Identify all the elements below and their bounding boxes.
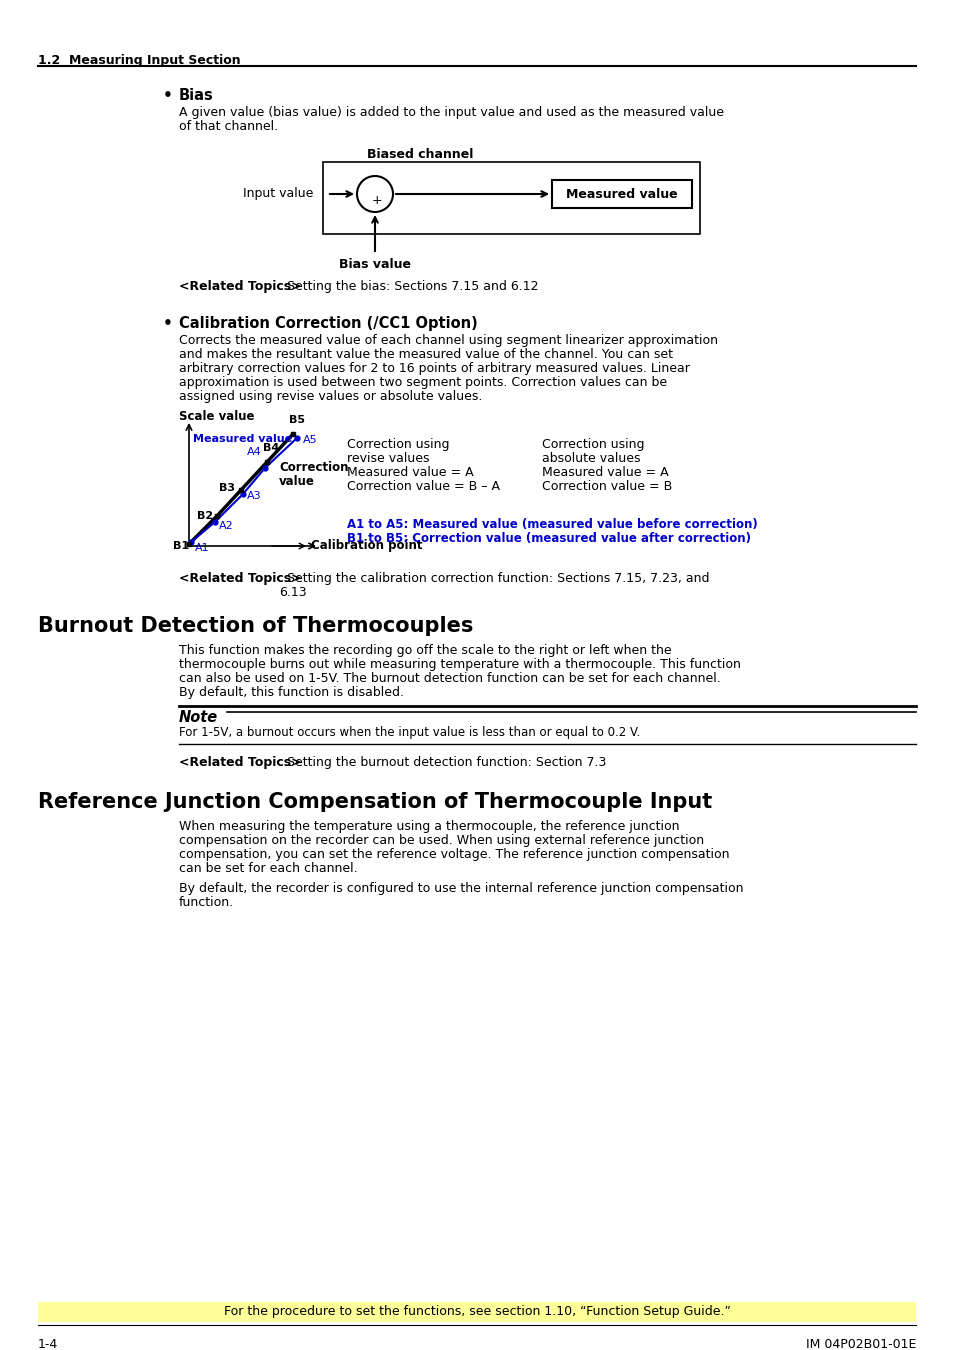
Text: can be set for each channel.: can be set for each channel. [179,863,357,875]
Text: 1-4: 1-4 [38,1338,58,1350]
Text: compensation on the recorder can be used. When using external reference junction: compensation on the recorder can be used… [179,834,703,846]
Text: value: value [278,475,314,487]
Text: For 1-5V, a burnout occurs when the input value is less than or equal to 0.2 V.: For 1-5V, a burnout occurs when the inpu… [179,726,639,738]
Text: Measured value = A: Measured value = A [347,466,473,479]
Bar [323,162,700,234]
Text: Measured value: Measured value [193,433,292,444]
Text: Correction using: Correction using [347,437,449,451]
Text: Correction value = B: Correction value = B [541,481,672,493]
Text: By default, this function is disabled.: By default, this function is disabled. [179,686,403,699]
Text: A given value (bias value) is added to the input value and used as the measured : A given value (bias value) is added to t… [179,107,723,119]
Text: Corrects the measured value of each channel using segment linearizer approximati: Corrects the measured value of each chan… [179,333,718,347]
Text: compensation, you can set the reference voltage. The reference junction compensa: compensation, you can set the reference … [179,848,729,861]
Text: arbitrary correction values for 2 to 16 points of arbitrary measured values. Lin: arbitrary correction values for 2 to 16 … [179,362,689,375]
Text: and makes the resultant value the measured value of the channel. You can set: and makes the resultant value the measur… [179,348,672,360]
Text: 1.2  Measuring Input Section: 1.2 Measuring Input Section [38,54,240,68]
Text: Setting the bias: Sections 7.15 and 6.12: Setting the bias: Sections 7.15 and 6.12 [278,279,537,293]
Text: can also be used on 1-5V. The burnout detection function can be set for each cha: can also be used on 1-5V. The burnout de… [179,672,720,684]
Text: approximation is used between two segment points. Correction values can be: approximation is used between two segmen… [179,377,666,389]
Text: A4: A4 [247,447,261,458]
Text: Input value: Input value [242,188,313,201]
Bar [552,180,691,208]
Text: Setting the burnout detection function: Section 7.3: Setting the burnout detection function: … [278,756,606,770]
Text: A2: A2 [219,521,233,531]
Bar [38,1301,915,1322]
Text: Correction using: Correction using [541,437,644,451]
Text: Scale value: Scale value [179,410,254,423]
Text: +: + [372,193,382,207]
Text: •: • [163,316,172,331]
Text: This function makes the recording go off the scale to the right or left when the: This function makes the recording go off… [179,644,671,657]
Text: IM 04P02B01-01E: IM 04P02B01-01E [804,1338,915,1350]
Text: Biased channel: Biased channel [366,148,473,161]
Text: Measured value: Measured value [565,188,677,201]
Text: By default, the recorder is configured to use the internal reference junction co: By default, the recorder is configured t… [179,882,742,895]
Text: A3: A3 [247,491,261,501]
Text: Bias: Bias [179,88,213,103]
Text: A1 to A5: Measured value (measured value before correction): A1 to A5: Measured value (measured value… [347,518,757,531]
Text: A1: A1 [194,543,210,554]
Text: Setting the calibration correction function: Sections 7.15, 7.23, and: Setting the calibration correction funct… [278,572,709,585]
Text: Calibration point: Calibration point [311,540,422,552]
Text: Calibration Correction (/CC1 Option): Calibration Correction (/CC1 Option) [179,316,477,331]
Text: Correction: Correction [278,460,348,474]
Text: 6.13: 6.13 [278,586,306,599]
Text: thermocouple burns out while measuring temperature with a thermocouple. This fun: thermocouple burns out while measuring t… [179,657,740,671]
Text: assigned using revise values or absolute values.: assigned using revise values or absolute… [179,390,482,404]
Text: <Related Topics>: <Related Topics> [179,279,301,293]
Text: Note: Note [179,710,218,725]
Text: B2: B2 [196,512,213,521]
Text: Burnout Detection of Thermocouples: Burnout Detection of Thermocouples [38,616,473,636]
Text: B4: B4 [263,443,279,454]
Text: For the procedure to set the functions, see section 1.10, “Function Setup Guide.: For the procedure to set the functions, … [223,1305,730,1319]
Text: absolute values: absolute values [541,452,639,464]
Text: B1: B1 [172,541,189,551]
Text: function.: function. [179,896,233,909]
Text: <Related Topics>: <Related Topics> [179,572,301,585]
Text: Reference Junction Compensation of Thermocouple Input: Reference Junction Compensation of Therm… [38,792,712,811]
Text: A5: A5 [303,435,317,446]
Text: Correction value = B – A: Correction value = B – A [347,481,499,493]
Text: Bias value: Bias value [338,258,411,271]
Text: When measuring the temperature using a thermocouple, the reference junction: When measuring the temperature using a t… [179,819,679,833]
Text: <Related Topics>: <Related Topics> [179,756,301,770]
Text: revise values: revise values [347,452,429,464]
Text: Measured value = A: Measured value = A [541,466,668,479]
Text: •: • [163,88,172,103]
Text: B1 to B5: Correction value (measured value after correction): B1 to B5: Correction value (measured val… [347,532,750,545]
Text: of that channel.: of that channel. [179,120,278,134]
Text: B3: B3 [219,483,234,493]
Text: B5: B5 [289,414,305,425]
